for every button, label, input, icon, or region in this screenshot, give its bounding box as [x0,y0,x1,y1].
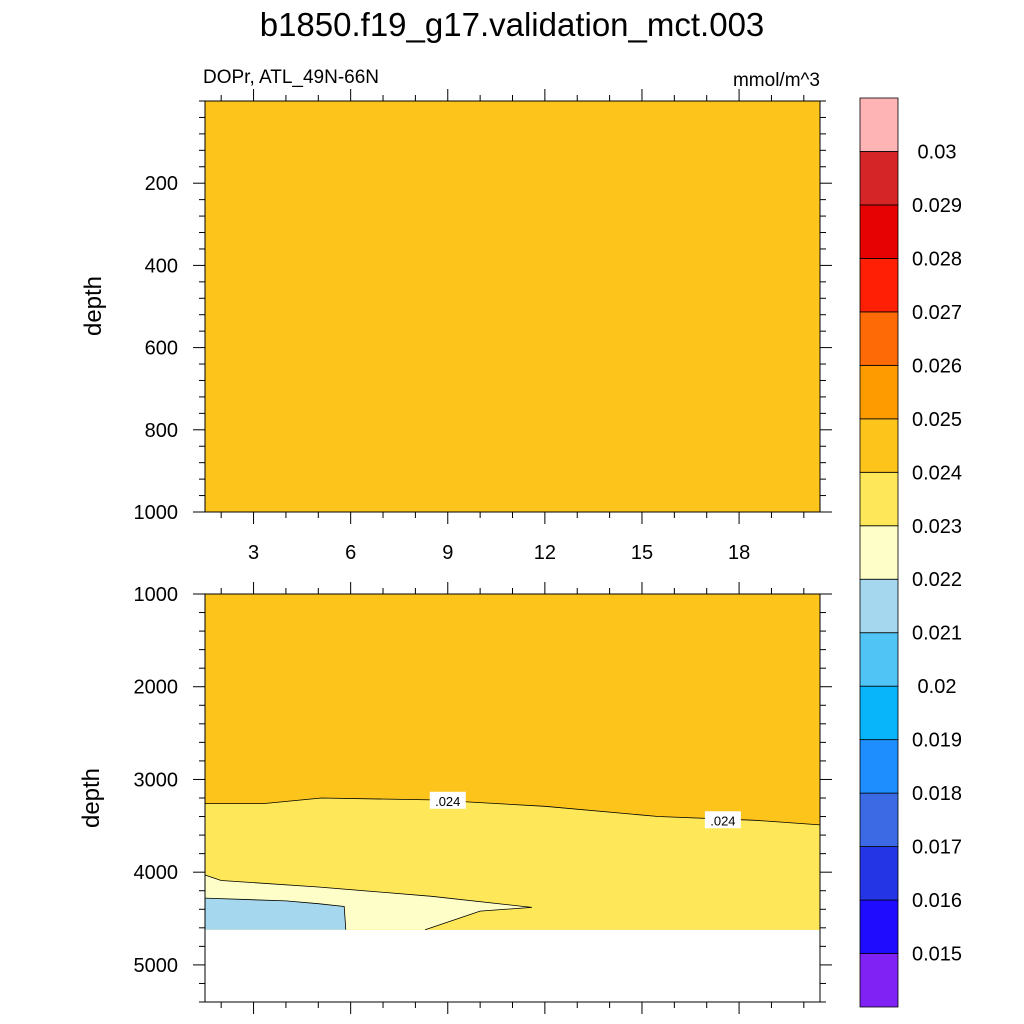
colorbar-swatch [859,97,899,152]
colorbar-label: 0.029 [912,195,962,217]
contour-label: .024 [435,794,460,809]
colorbar-label: 0.02 [918,676,957,698]
y-tick-label: 400 [145,255,178,277]
colorbar-label: 0.023 [912,516,962,538]
colorbar-label: 0.015 [912,944,962,966]
y-tick-label: 4000 [134,862,179,884]
colorbar-swatch [859,792,899,847]
y-tick-label: 2000 [134,677,179,699]
subtitle-right: mmol/m^3 [733,70,820,91]
lower-y-axis-label: depth [78,768,105,828]
x-tick-label: 6 [345,542,356,564]
x-tick-label: 18 [728,542,750,564]
colorbar-label: 0.017 [912,837,962,859]
contour-label: .024 [710,813,735,828]
colorbar-label: 0.03 [918,141,957,163]
figure-title: b1850.f19_g17.validation_mct.003 [260,6,765,43]
colorbar-swatch [859,258,899,313]
colorbar: 0.015 0.016 0.017 0.018 0.019 0.02 0.021 0.022 0… [859,97,962,1008]
colorbar-swatch [859,632,899,687]
x-tick-label: 12 [534,542,556,564]
colorbar-swatch [859,739,899,794]
x-tick-label: 3 [248,542,259,564]
colorbar-swatch [859,953,899,1008]
colorbar-swatch [859,578,899,634]
colorbar-swatch [859,204,899,259]
colorbar-label: 0.025 [912,409,962,431]
y-tick-label: 1000 [134,502,179,524]
colorbar-label: 0.026 [912,355,962,377]
colorbar-label: 0.018 [912,783,962,805]
colorbar-swatch [859,685,899,741]
colorbar-swatch [859,525,899,580]
colorbar-label: 0.016 [912,890,962,912]
upper-y-axis-label: depth [80,276,107,336]
upper-region-0 [205,101,820,512]
subtitle-left: DOPr, ATL_49N-66N [203,67,379,88]
y-tick-label: 600 [145,338,178,360]
colorbar-label: 0.019 [912,730,962,752]
colorbar-label: 0.021 [912,623,962,645]
y-tick-label: 5000 [134,955,179,977]
contour-label-box [429,791,466,809]
colorbar-swatch [859,311,899,366]
colorbar-label: 0.027 [912,302,962,324]
contour-label-box [704,811,741,829]
upper-panel: 3 6 9 12 15 18 200 400 600 800 1000 [134,89,832,564]
colorbar-swatch [859,471,899,527]
lower-contour-1 [204,874,532,931]
y-tick-label: 200 [145,173,178,195]
colorbar-label: 0.024 [912,462,962,484]
lower-region-3 [205,898,346,930]
colorbar-swatch [859,899,899,954]
lower-contour-2 [204,897,347,930]
colorbar-swatch [859,364,899,420]
y-tick-label: 1000 [134,584,179,606]
y-tick-label: 3000 [134,769,179,791]
colorbar-swatch [859,151,899,206]
colorbar-label: 0.028 [912,248,962,270]
colorbar-swatch [859,418,899,473]
x-tick-label: 15 [631,542,653,564]
colorbar-label: 0.022 [912,569,962,591]
x-tick-label: 9 [442,542,453,564]
y-tick-label: 800 [145,420,178,442]
lower-panel: .024 .024 1000 2000 3000 4000 5000 [134,582,832,1014]
colorbar-swatch [859,846,899,901]
